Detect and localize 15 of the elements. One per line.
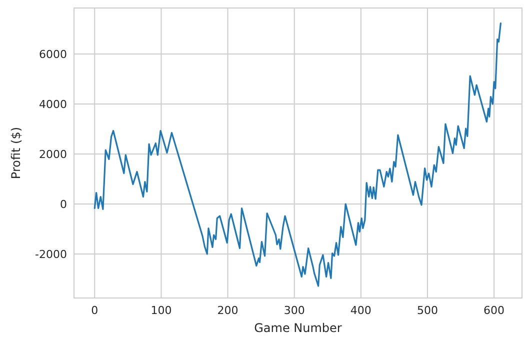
y-tick-label: 6000 [39, 48, 67, 61]
x-axis-title: Game Number [254, 321, 342, 335]
x-tick-label: 200 [217, 304, 238, 317]
x-tick-label: 500 [416, 304, 438, 317]
x-tick-label: 600 [484, 304, 505, 317]
line-series [94, 22, 502, 287]
x-tick-label: 400 [350, 304, 372, 317]
y-tick-label: 4000 [39, 98, 67, 111]
x-tick-label: 100 [150, 304, 172, 317]
y-tick-label: -2000 [35, 248, 67, 261]
y-tick-label: 0 [60, 198, 67, 211]
y-axis-title: Profit ($) [9, 126, 23, 180]
x-tick-label: 300 [284, 304, 305, 317]
x-tick-label: 0 [91, 304, 98, 317]
y-tick-label: 2000 [39, 148, 67, 161]
